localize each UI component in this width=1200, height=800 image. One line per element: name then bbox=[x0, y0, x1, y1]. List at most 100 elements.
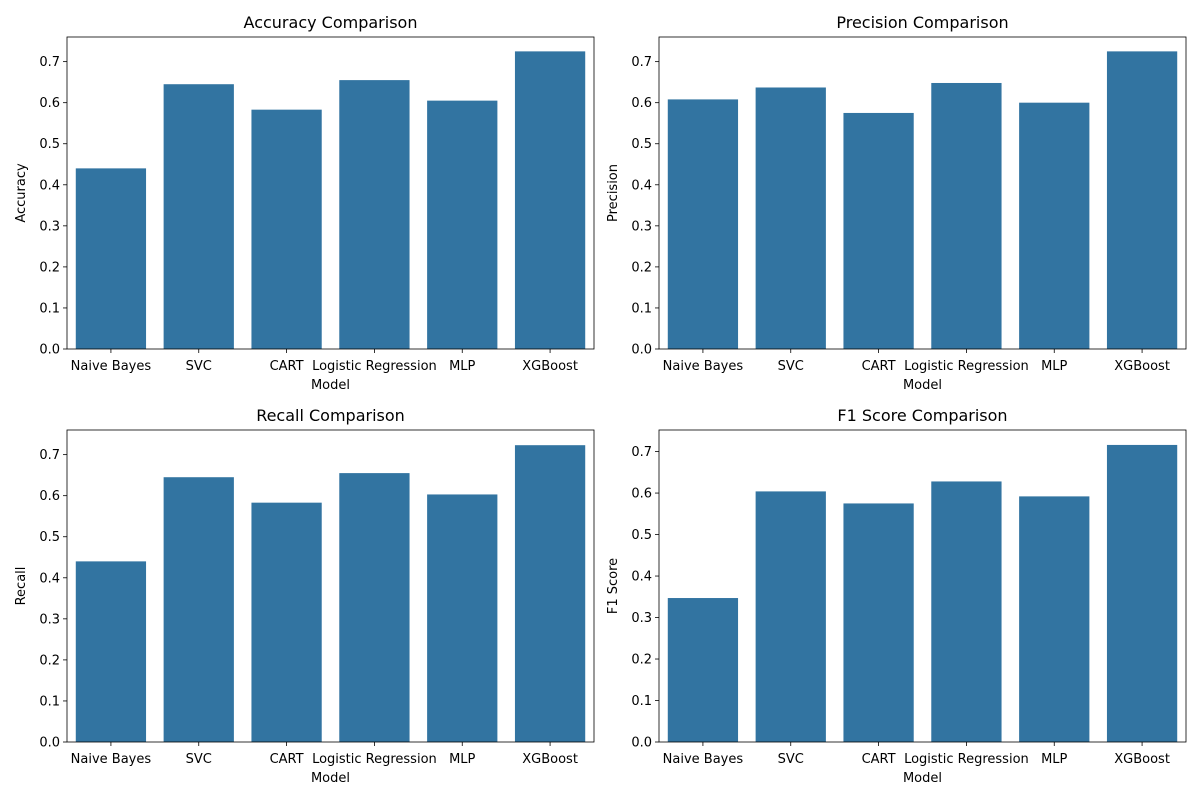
axes-frame bbox=[658, 36, 1187, 350]
x-tick-label: Naive Bayes bbox=[663, 752, 744, 767]
bar-xgboost bbox=[514, 51, 586, 350]
y-tick-label: 0.2 bbox=[39, 260, 60, 275]
y-tick-label: 0.5 bbox=[631, 528, 652, 543]
x-tick-label: Logistic Regression bbox=[904, 752, 1029, 767]
x-tick-label: SVC bbox=[778, 752, 804, 767]
y-tick-label: 0.0 bbox=[631, 736, 652, 751]
y-tick-label: 0.3 bbox=[631, 219, 652, 234]
x-tick-label: Logistic Regression bbox=[904, 359, 1029, 374]
bar-xgboost bbox=[1106, 444, 1178, 742]
x-tick-label: XGBoost bbox=[522, 359, 578, 374]
axes-frame bbox=[66, 429, 595, 743]
y-tick-label: 0.1 bbox=[631, 694, 652, 709]
y-axis-label: Accuracy bbox=[14, 163, 29, 223]
bar-cart bbox=[251, 502, 322, 742]
x-tick-label: CART bbox=[270, 752, 304, 767]
x-tick-label: Naive Bayes bbox=[71, 752, 152, 767]
x-tick-label: SVC bbox=[186, 359, 212, 374]
y-axis-label: F1 Score bbox=[606, 558, 621, 614]
bar-naive-bayes bbox=[75, 561, 147, 742]
y-tick-label: 0.4 bbox=[39, 178, 60, 193]
y-tick-label: 0.1 bbox=[39, 694, 60, 709]
bar-svc bbox=[755, 87, 826, 350]
x-tick-label: Logistic Regression bbox=[312, 359, 437, 374]
y-tick-label: 0.2 bbox=[631, 653, 652, 668]
bar-cart bbox=[843, 112, 914, 349]
y-tick-label: 0.2 bbox=[631, 260, 652, 275]
y-tick-label: 0.6 bbox=[631, 96, 652, 111]
chart-panel-3: 0.0 0.1 0.2 0.3 0.4 0.5 0.6 0.7 Naive Bayes SVC CA… bbox=[14, 406, 595, 786]
x-tick-label: Naive Bayes bbox=[71, 359, 152, 374]
x-tick-label: Naive Bayes bbox=[663, 359, 744, 374]
y-tick-label: 0.3 bbox=[39, 612, 60, 627]
bar-logistic-regression bbox=[339, 80, 410, 350]
y-tick-label: 0.7 bbox=[631, 55, 652, 70]
bar-svc bbox=[163, 477, 234, 742]
chart-panel-1: 0.0 0.1 0.2 0.3 0.4 0.5 0.6 0.7 Naive Bayes SVC CA… bbox=[14, 13, 595, 393]
x-tick-label: XGBoost bbox=[1114, 359, 1170, 374]
y-tick-label: 0.0 bbox=[631, 343, 652, 358]
bar-xgboost bbox=[514, 445, 586, 742]
bar-svc bbox=[163, 84, 234, 350]
bar-mlp bbox=[1019, 102, 1090, 350]
chart-title: Accuracy Comparison bbox=[244, 13, 418, 32]
chart-title: F1 Score Comparison bbox=[837, 406, 1007, 425]
x-axis-label: Model bbox=[311, 378, 350, 393]
chart-title: Recall Comparison bbox=[256, 406, 405, 425]
bar-svc bbox=[755, 491, 826, 742]
y-tick-label: 0.6 bbox=[39, 96, 60, 111]
bar-logistic-regression bbox=[339, 473, 410, 742]
bar-cart bbox=[843, 503, 914, 742]
y-tick-label: 0.4 bbox=[631, 178, 652, 193]
y-tick-label: 0.6 bbox=[631, 487, 652, 502]
x-tick-label: MLP bbox=[1041, 359, 1067, 374]
y-tick-label: 0.2 bbox=[39, 653, 60, 668]
y-tick-label: 0.0 bbox=[39, 343, 60, 358]
y-tick-label: 0.6 bbox=[39, 489, 60, 504]
y-tick-label: 0.7 bbox=[39, 448, 60, 463]
chart-panel-2: 0.0 0.1 0.2 0.3 0.4 0.5 0.6 0.7 Naive Bayes SVC CA… bbox=[606, 13, 1187, 393]
chart-panel-4: 0.0 0.1 0.2 0.3 0.4 0.5 0.6 0.7 Naive Bayes SVC CA… bbox=[606, 406, 1187, 786]
bar-xgboost bbox=[1106, 51, 1178, 350]
y-axis-label: Precision bbox=[606, 164, 621, 222]
y-tick-label: 0.7 bbox=[39, 55, 60, 70]
y-tick-label: 0.0 bbox=[39, 736, 60, 751]
axes-frame bbox=[66, 36, 595, 350]
chart-title: Precision Comparison bbox=[836, 13, 1008, 32]
x-axis-label: Model bbox=[903, 378, 942, 393]
x-tick-label: CART bbox=[862, 359, 896, 374]
bar-naive-bayes bbox=[75, 168, 147, 349]
x-axis-label: Model bbox=[903, 771, 942, 786]
x-tick-label: CART bbox=[862, 752, 896, 767]
x-tick-label: XGBoost bbox=[522, 752, 578, 767]
y-tick-label: 0.7 bbox=[631, 445, 652, 460]
x-tick-label: MLP bbox=[449, 752, 475, 767]
y-tick-label: 0.4 bbox=[39, 571, 60, 586]
y-axis-label: Recall bbox=[14, 567, 29, 606]
y-tick-label: 0.3 bbox=[39, 219, 60, 234]
x-tick-label: XGBoost bbox=[1114, 752, 1170, 767]
y-tick-label: 0.5 bbox=[39, 530, 60, 545]
x-tick-label: MLP bbox=[1041, 752, 1067, 767]
bar-naive-bayes bbox=[667, 598, 739, 742]
x-axis-label: Model bbox=[311, 771, 350, 786]
y-tick-label: 0.1 bbox=[39, 301, 60, 316]
y-tick-label: 0.1 bbox=[631, 301, 652, 316]
x-tick-label: Logistic Regression bbox=[312, 752, 437, 767]
bar-cart bbox=[251, 109, 322, 349]
x-tick-label: MLP bbox=[449, 359, 475, 374]
bar-naive-bayes bbox=[667, 99, 739, 350]
bar-mlp bbox=[1019, 496, 1090, 742]
x-tick-label: CART bbox=[270, 359, 304, 374]
y-tick-label: 0.5 bbox=[631, 137, 652, 152]
bar-logistic-regression bbox=[931, 481, 1002, 742]
bar-mlp bbox=[427, 494, 498, 742]
x-tick-label: SVC bbox=[186, 752, 212, 767]
y-tick-label: 0.4 bbox=[631, 570, 652, 585]
y-tick-label: 0.5 bbox=[39, 137, 60, 152]
bar-logistic-regression bbox=[931, 82, 1002, 349]
bar-mlp bbox=[427, 100, 498, 349]
axes-frame bbox=[658, 429, 1187, 743]
y-tick-label: 0.3 bbox=[631, 611, 652, 626]
